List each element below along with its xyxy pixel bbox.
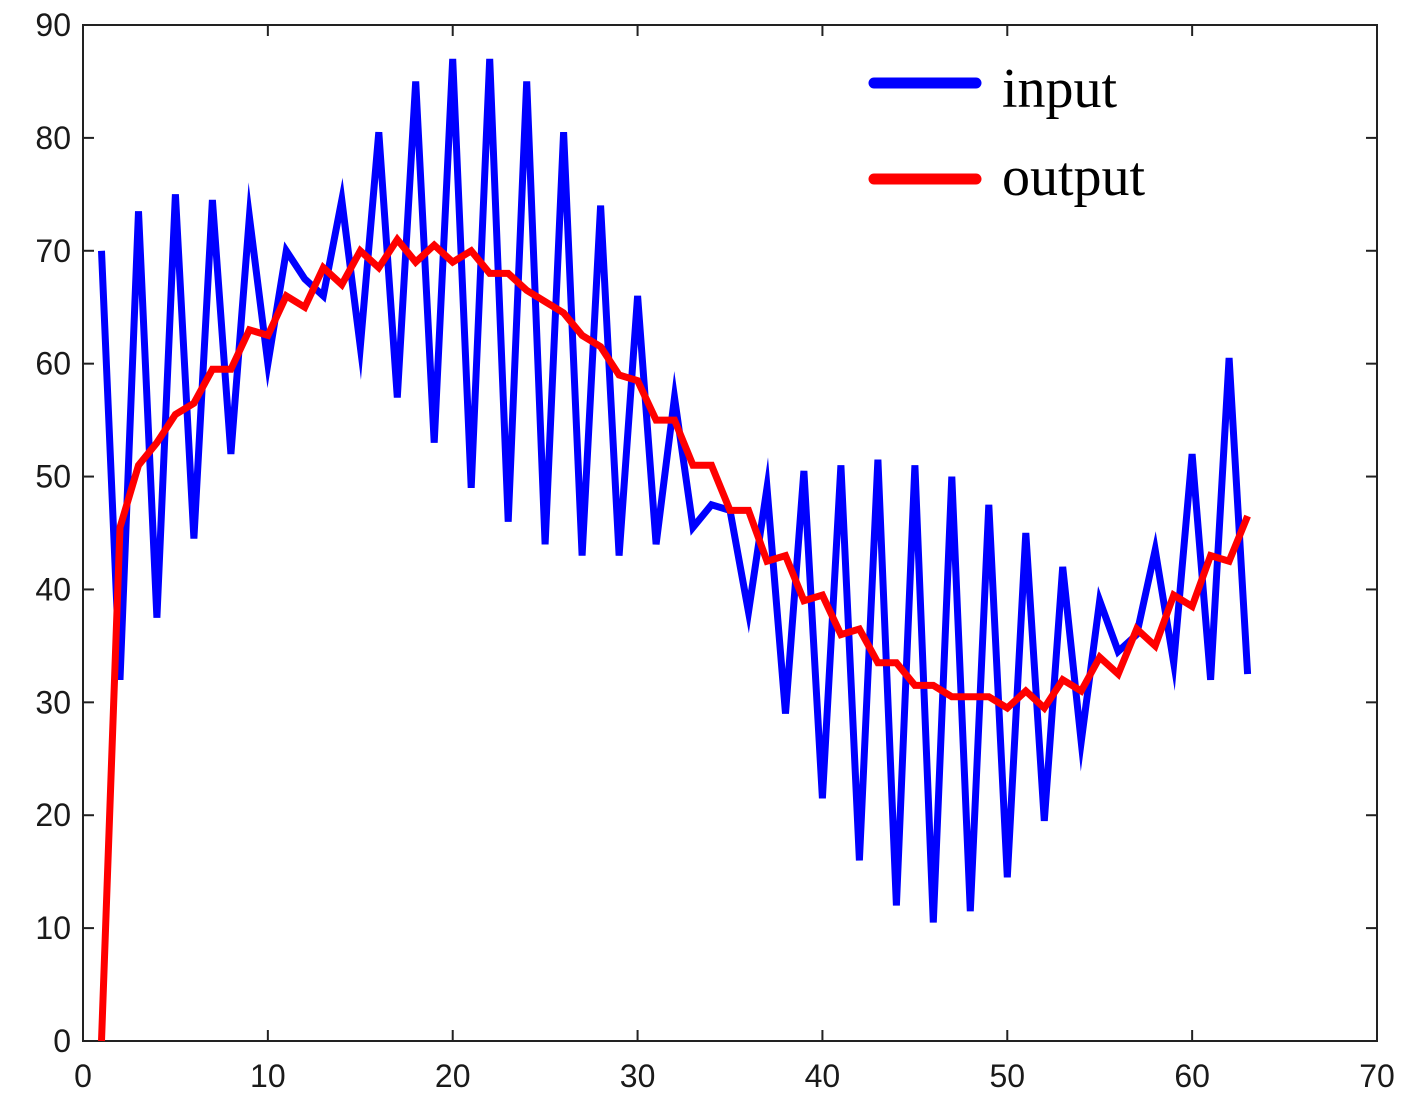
x-tick-label: 10 xyxy=(250,1058,286,1094)
series-line-input xyxy=(98,58,1252,923)
series-lines xyxy=(98,58,1252,1042)
y-tick-labels: 0 10 20 30 40 50 60 70 80 90 xyxy=(35,7,71,1059)
tick-marks xyxy=(82,24,1378,1042)
y-tick-label: 80 xyxy=(35,120,71,156)
y-tick-label: 40 xyxy=(35,571,71,607)
plot-axes-box xyxy=(82,24,1378,1042)
x-tick-label: 40 xyxy=(805,1058,841,1094)
y-tick-label: 30 xyxy=(35,684,71,720)
y-tick-label: 70 xyxy=(35,233,71,269)
legend-label-output: output xyxy=(1002,146,1146,208)
x-tick-labels: 0 10 20 30 40 50 60 70 xyxy=(74,1058,1395,1094)
y-tick-label: 90 xyxy=(35,7,71,43)
legend: input output xyxy=(868,58,1146,208)
x-tick-label: 20 xyxy=(435,1058,471,1094)
series-line-output xyxy=(98,233,1251,1042)
y-tick-label: 60 xyxy=(35,346,71,382)
y-tick-label: 20 xyxy=(35,797,71,833)
y-tick-label: 50 xyxy=(35,459,71,495)
x-tick-label: 50 xyxy=(989,1058,1025,1094)
legend-label-input: input xyxy=(1002,58,1118,120)
x-tick-label: 70 xyxy=(1359,1058,1395,1094)
y-tick-label: 0 xyxy=(53,1023,71,1059)
x-tick-label: 0 xyxy=(74,1058,92,1094)
y-tick-label: 10 xyxy=(35,910,71,946)
x-tick-label: 60 xyxy=(1174,1058,1210,1094)
plot-frame xyxy=(82,24,1378,1042)
x-tick-label: 30 xyxy=(620,1058,656,1094)
